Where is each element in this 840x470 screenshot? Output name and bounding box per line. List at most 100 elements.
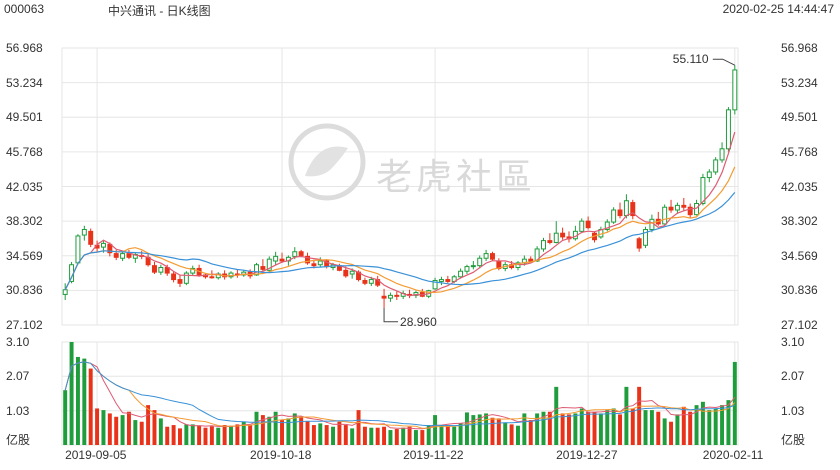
candle-body <box>579 220 585 232</box>
volume-bar <box>343 425 348 445</box>
volume-bar <box>63 390 68 445</box>
volume-bar <box>280 420 284 445</box>
candle-body <box>470 265 476 268</box>
volume-bar <box>445 425 450 445</box>
price-tick-left: 49.501 <box>6 110 43 125</box>
volume-bar <box>535 413 540 445</box>
volume-bar <box>190 424 195 445</box>
candle <box>643 226 649 249</box>
candle <box>700 173 706 206</box>
price-tick-right: 49.501 <box>781 110 818 125</box>
tiger-logo-icon <box>288 123 366 201</box>
volume-bar <box>426 425 431 445</box>
volume-bar <box>669 421 674 445</box>
volume-bar <box>732 361 737 445</box>
candle-body <box>368 279 374 284</box>
volume-bar <box>311 425 316 445</box>
volume-bar <box>452 426 457 445</box>
volume-bar <box>713 408 718 445</box>
candle <box>438 276 444 286</box>
price-tick-left: 53.234 <box>6 75 43 90</box>
watermark <box>288 123 366 201</box>
annotations <box>383 58 736 323</box>
candle <box>713 157 719 175</box>
candle-body <box>553 232 559 243</box>
ma20-line <box>64 192 736 291</box>
volume-bar <box>216 427 221 445</box>
volume-bar <box>496 418 501 445</box>
candle <box>75 234 81 265</box>
volume-bar <box>126 411 131 445</box>
candle-body <box>611 209 617 223</box>
candle <box>120 251 126 262</box>
candle <box>215 272 221 280</box>
candle-body <box>623 200 629 217</box>
volume-bar <box>420 430 425 445</box>
volume-bar <box>458 423 463 445</box>
price-tick-left: 56.968 <box>6 41 43 55</box>
volume-bar <box>579 408 584 445</box>
volume-bar <box>528 420 533 445</box>
candle <box>725 107 731 152</box>
volume-bar <box>197 425 202 445</box>
volume-bar <box>554 386 559 445</box>
volume-bar <box>694 405 699 445</box>
volume-bar <box>464 412 469 445</box>
candle <box>470 261 476 270</box>
candle-body <box>62 289 68 295</box>
candle-body <box>458 270 464 278</box>
volume-bar <box>248 425 253 445</box>
volume-tick-right: 3.10 <box>781 335 805 349</box>
candle <box>553 221 559 244</box>
watermark-text: 老虎社區 <box>376 157 537 198</box>
candle-body <box>113 253 119 258</box>
price-tick-right: 56.968 <box>781 41 818 55</box>
candle <box>541 237 546 252</box>
volume-bars <box>63 342 737 445</box>
volume-bar <box>433 415 438 445</box>
volume-bar <box>388 430 393 445</box>
price-tick-right: 45.768 <box>781 144 818 159</box>
candle <box>560 227 566 240</box>
volume-bar <box>229 425 233 445</box>
candle <box>458 268 464 279</box>
candle <box>732 65 738 115</box>
date-tick-label: 2019-10-18 <box>250 448 312 462</box>
candle-body <box>190 267 196 274</box>
volume-bar <box>394 429 399 445</box>
volume-bar <box>573 413 578 445</box>
volume-bar <box>318 423 323 445</box>
volume-bar <box>509 424 514 445</box>
candle <box>305 252 311 265</box>
candle-body <box>725 109 731 150</box>
candle <box>617 202 623 219</box>
candle-body <box>483 253 489 259</box>
volume-average-lines <box>64 361 736 430</box>
volume-bar <box>490 417 495 445</box>
price-tick-left: 30.836 <box>6 283 43 298</box>
volume-bar <box>618 414 622 445</box>
candle-body <box>298 251 304 256</box>
candle-body <box>75 235 81 264</box>
candle-body <box>279 258 285 262</box>
volume-bar <box>178 428 182 445</box>
low-annotation: 28.960 <box>400 314 437 329</box>
candle <box>445 275 451 284</box>
volume-panel-frame <box>61 341 739 446</box>
candle-body <box>464 266 470 272</box>
volume-bar <box>356 410 361 445</box>
candle-body <box>681 204 687 208</box>
candle-body <box>305 255 311 264</box>
candle-body <box>477 257 483 267</box>
candle-body <box>662 206 668 225</box>
volume-bar <box>643 410 648 445</box>
volume-bar <box>139 421 144 445</box>
candle-body <box>394 294 400 297</box>
stock-code: 000063 <box>4 2 45 16</box>
candle-body <box>100 242 106 248</box>
volume-bar <box>146 405 151 445</box>
chart-title: 中兴通讯 - 日K线图 <box>108 4 211 18</box>
candle <box>407 289 413 299</box>
volume-bar <box>305 421 310 445</box>
volume-bar <box>324 425 329 445</box>
